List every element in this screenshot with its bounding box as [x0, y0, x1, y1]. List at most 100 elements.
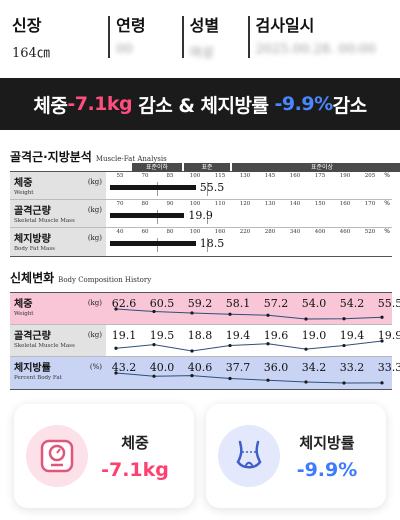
history-title: 신체변화 Body Composition History: [10, 271, 152, 285]
measure-bar: [110, 213, 185, 218]
row-unit: (kg): [87, 206, 102, 214]
history-value: 55.5: [377, 297, 400, 310]
age-field: 연령 00: [108, 12, 174, 74]
row-label: 체지방률 Percent Body Fat (%): [10, 357, 106, 389]
trend-point: [380, 315, 384, 319]
body-fat-card-value: -9.9%: [296, 458, 358, 481]
history-trend-line: [114, 339, 384, 353]
trend-point: [190, 374, 194, 378]
trend-polyline: [115, 308, 383, 320]
tick-label: 115: [214, 173, 226, 179]
tick-label: 130: [264, 201, 276, 207]
history-value: 33.3: [377, 361, 400, 374]
tick-label: 175: [314, 173, 326, 179]
inbody-header: 신장 164㎝ 연령 00 성별 여성 검사일시 2025.00.28. 00:…: [0, 0, 400, 74]
test-date-label: 검사일시: [255, 18, 315, 35]
summary-cards: 체중 -7.1kg 체지방률 -9.9%: [14, 404, 386, 508]
trend-point: [152, 343, 156, 347]
banner-weight-change: -7.1kg: [67, 93, 133, 115]
measure-bar: [110, 185, 196, 190]
measure-scale: 70 80 90 100 110 120 130 140 150 160 170 19.9%: [106, 200, 392, 227]
trend-point: [114, 346, 118, 350]
banner-fat-text: 감소 & 체지방률: [132, 94, 275, 117]
weight-card-value: -7.1kg: [101, 458, 169, 481]
trend-point: [266, 313, 270, 317]
history-table: 체중 Weight (kg) 62.6 60.5 59.2 58.1 57.2 54.0 54.2…: [10, 292, 400, 390]
history-value: 19.1: [111, 329, 137, 342]
range-label: 표준이상: [232, 163, 400, 172]
banner-decrease-text: 감소: [332, 94, 367, 117]
history-value: 57.2: [263, 297, 289, 310]
history-value: 43.2: [111, 361, 137, 374]
gender-label: 성별: [189, 18, 220, 35]
tick-label: 220: [239, 229, 251, 235]
tick-label: 340: [289, 229, 301, 235]
trend-point: [152, 374, 156, 378]
height-label: 신장: [12, 18, 42, 35]
history-subtitle: Body Composition History: [58, 276, 152, 284]
tick-label: 130: [239, 173, 251, 179]
trend-point: [304, 347, 308, 351]
history-value: 54.0: [301, 297, 327, 310]
height-value: 164㎝: [12, 46, 50, 61]
trend-point: [114, 371, 118, 375]
trend-point: [342, 381, 346, 385]
body-fat-card: 체지방률 -9.9%: [206, 404, 386, 508]
history-value: 34.2: [301, 361, 327, 374]
history-value: 19.0: [301, 329, 327, 342]
trend-point: [190, 349, 194, 353]
tick-label: 80: [141, 201, 149, 207]
trend-point: [380, 339, 384, 343]
tick-label: 160: [214, 229, 226, 235]
tick-label: 160: [339, 201, 351, 207]
measure-value: 55.5: [199, 181, 225, 194]
tick-label: 190: [339, 173, 351, 179]
tick-label: 85: [166, 173, 174, 179]
row-label: 골격근량 Skeletal Muscle Mass (kg): [10, 325, 106, 356]
history-value: 54.2: [339, 297, 365, 310]
trend-point: [114, 307, 118, 311]
row-label-en: Percent Body Fat: [14, 375, 62, 381]
tick-label: 460: [339, 229, 351, 235]
history-row: 체중 Weight (kg) 62.6 60.5 59.2 58.1 57.2 54.0 54.2…: [10, 293, 400, 325]
row-label: 체중 Weight (kg): [10, 293, 106, 324]
measure-scale: 표준이하 표준 표준이상 55 70 85 100 115 130 145 160 175 190 205…: [106, 163, 400, 199]
history-trend-line: [114, 307, 384, 321]
trend-point: [228, 312, 232, 316]
waist-icon: [218, 425, 280, 487]
row-label-ko: 체중: [14, 178, 33, 189]
range-divider: [207, 238, 208, 252]
muscle-fat-title: 골격근·지방분석 Muscle-Fat Analysis: [10, 150, 167, 164]
muscle-fat-row: 체중 Weight (kg) 표준이하 표준 표준이상 55 70 85 100 115 130 145…: [10, 163, 400, 200]
history-value: 19.4: [225, 329, 251, 342]
weight-card-label: 체중: [121, 433, 149, 452]
trend-point: [190, 311, 194, 315]
tick-label: 80: [166, 229, 174, 235]
tick-label: 55: [116, 173, 124, 179]
trend-polyline: [115, 340, 383, 352]
row-label-ko: 체지방량: [14, 234, 51, 245]
history-value: 58.1: [225, 297, 251, 310]
range-bar: 표준이하 표준 표준이상: [132, 163, 400, 172]
history-row: 골격근량 Skeletal Muscle Mass (kg) 19.1 19.5 18.8…: [10, 325, 400, 357]
tick-label: 160: [289, 173, 301, 179]
row-label-ko: 체지방률: [14, 363, 51, 374]
row-unit: (kg): [87, 234, 102, 242]
banner-fat-change: -9.9%: [274, 93, 334, 115]
history-cells: 43.2 40.0 40.6 37.7 36.0 34.2 33.2 33.3: [106, 357, 400, 389]
trend-point: [304, 317, 308, 321]
percent-sign: %: [384, 172, 390, 179]
history-value: 40.0: [149, 361, 175, 374]
result-banner: 체중 -7.1kg 감소 & 체지방률 -9.9% 감소: [0, 78, 400, 130]
percent-sign: %: [384, 200, 390, 207]
age-label: 연령: [116, 18, 146, 35]
measure-scale: 40 60 80 100 160 220 280 340 400 460 520 18.5%: [106, 228, 392, 256]
history-value: 19.9: [377, 329, 400, 342]
measure-value: 19.9: [188, 209, 213, 222]
row-unit: (kg): [87, 178, 102, 186]
trend-polyline: [115, 372, 383, 384]
trend-point: [228, 376, 232, 381]
trend-point: [266, 378, 270, 382]
history-value: 33.2: [339, 361, 365, 374]
row-label: 골격근량 Skeletal Muscle Mass (kg): [10, 200, 106, 227]
